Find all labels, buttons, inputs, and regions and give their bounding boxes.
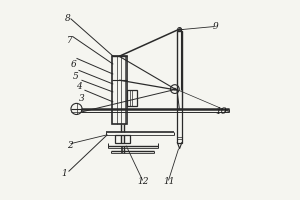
Text: 1: 1	[62, 169, 68, 178]
Text: 5: 5	[73, 72, 78, 81]
Text: 10: 10	[216, 107, 227, 116]
Text: 7: 7	[67, 36, 72, 45]
Circle shape	[174, 88, 176, 90]
Bar	[112, 56, 127, 124]
Text: 3: 3	[79, 94, 84, 103]
Bar	[115, 135, 130, 143]
Text: 4: 4	[76, 82, 81, 91]
Text: 8: 8	[65, 14, 70, 23]
Text: 12: 12	[137, 177, 149, 186]
Text: 9: 9	[213, 22, 218, 31]
Bar	[177, 31, 182, 109]
Text: 11: 11	[163, 177, 175, 186]
Bar	[177, 109, 182, 143]
Text: 2: 2	[67, 141, 72, 150]
Text: 6: 6	[71, 60, 76, 69]
Bar	[127, 90, 137, 106]
